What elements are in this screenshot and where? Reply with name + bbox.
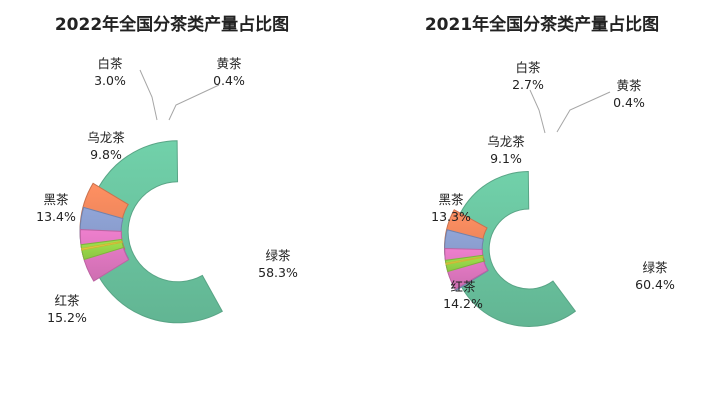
slice-value: 2.7%: [512, 77, 544, 92]
slice-label-2: 红茶 15.2%: [47, 293, 87, 325]
slice-6: [445, 256, 484, 266]
slice-value: 0.4%: [213, 73, 245, 88]
slice-category: 黄茶: [616, 78, 642, 93]
slice-label-3: 黑茶 13.3%: [431, 192, 471, 224]
slice-value: 58.3%: [258, 265, 298, 280]
slice-6: [80, 240, 123, 251]
slice-label-6: 黄茶 0.4%: [213, 56, 245, 88]
slice-category: 乌龙茶: [87, 130, 125, 145]
slice-category: 白茶: [97, 56, 123, 71]
slice-value: 13.3%: [431, 209, 471, 224]
slice-category: 乌龙茶: [487, 134, 525, 149]
slice-value: 60.4%: [635, 277, 675, 292]
slice-category: 红茶: [54, 293, 80, 308]
chart-title: 2021年全国分茶类产量占比图: [425, 14, 659, 35]
slice-label-1: 绿茶 60.4%: [635, 260, 675, 292]
slice-label-6: 黄茶 0.4%: [613, 78, 645, 110]
slice-value: 13.4%: [36, 209, 76, 224]
slice-value: 9.1%: [490, 151, 522, 166]
slice-value: 3.0%: [94, 73, 126, 88]
slice-value: 15.2%: [47, 310, 87, 325]
slice-label-4: 乌龙茶 9.1%: [487, 134, 525, 166]
leader-line-1: [139, 69, 158, 121]
slice-label-3: 黑茶 13.4%: [36, 192, 76, 224]
slice-value: 9.8%: [90, 147, 122, 162]
slice-label-1: 绿茶 58.3%: [258, 248, 298, 280]
slice-category: 白茶: [515, 60, 541, 75]
slice-1: [451, 170, 577, 327]
leader-line-1: [529, 89, 546, 134]
slice-category: 绿茶: [642, 260, 668, 275]
slice-label-5: 白茶 3.0%: [94, 56, 126, 88]
slice-value: 14.2%: [443, 296, 483, 311]
slice-category: 黑茶: [43, 192, 69, 207]
slice-label-2: 红茶 14.2%: [443, 279, 483, 311]
chart-title: 2022年全国分茶类产量占比图: [55, 14, 289, 35]
slice-label-4: 乌龙茶 9.8%: [87, 130, 125, 162]
slice-category: 黄茶: [216, 56, 242, 71]
slice-1: [86, 140, 223, 324]
slice-category: 红茶: [450, 279, 476, 294]
slice-category: 黑茶: [438, 192, 464, 207]
slice-value: 0.4%: [613, 95, 645, 110]
leader-line-2: [168, 84, 220, 121]
slice-label-5: 白茶 2.7%: [512, 60, 544, 92]
slice-category: 绿茶: [265, 248, 291, 263]
leader-line-2: [556, 91, 611, 133]
